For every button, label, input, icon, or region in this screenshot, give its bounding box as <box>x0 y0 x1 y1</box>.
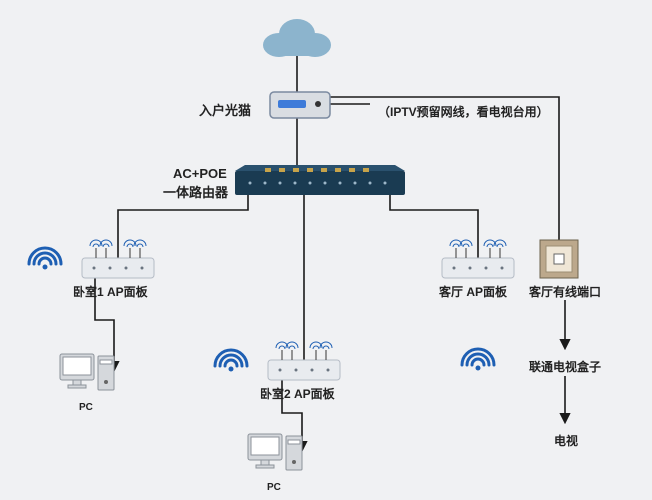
label-stb: 联通电视盒子 <box>529 358 601 375</box>
edge-router-ap1 <box>118 195 248 258</box>
modem-icon <box>270 92 330 118</box>
network-diagram <box>0 0 652 500</box>
wifi-icon-2 <box>215 350 247 372</box>
wifi-icon-1 <box>29 248 61 270</box>
label-ap_bed1: 卧室1 AP面板 <box>73 283 148 300</box>
pc2-icon <box>248 434 302 470</box>
wifi-icon-3 <box>462 349 494 371</box>
router-icon <box>235 165 405 195</box>
label-ap_bed2: 卧室2 AP面板 <box>260 385 335 402</box>
label-tv: 电视 <box>554 432 578 449</box>
label-pc2: PC <box>267 482 281 493</box>
edge-router-ap3 <box>390 195 478 258</box>
label-iptv_note: （IPTV预留网线，看电视台用） <box>378 103 549 120</box>
pc1-icon <box>60 354 114 390</box>
label-pc1: PC <box>79 402 93 413</box>
label-router_l1: AC+POE <box>173 166 227 181</box>
cloud-icon <box>263 19 331 57</box>
label-wallport: 客厅有线端口 <box>529 283 601 300</box>
label-ap_living: 客厅 AP面板 <box>439 283 507 300</box>
wall-port-icon <box>540 240 578 278</box>
label-router_l2: 一体路由器 <box>163 182 228 201</box>
label-modem: 入户光猫 <box>199 100 251 119</box>
